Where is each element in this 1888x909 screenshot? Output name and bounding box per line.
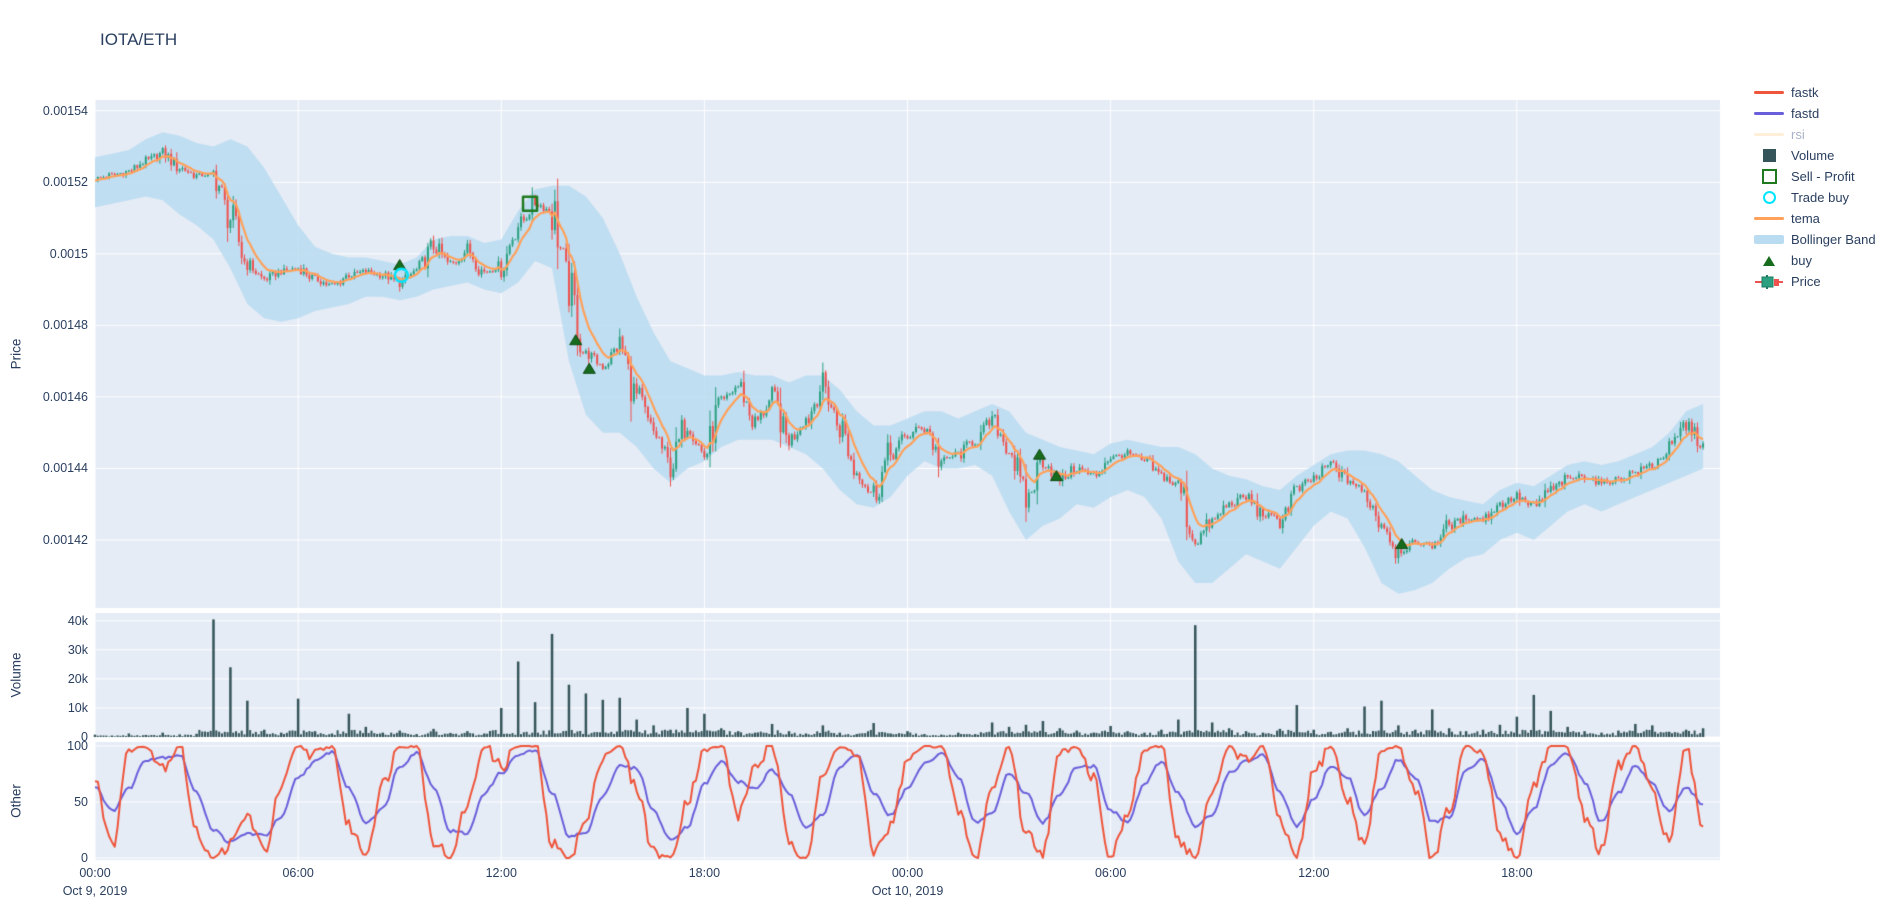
legend-item-fastk[interactable]: fastk	[1753, 82, 1876, 103]
price-tick-label: 0.00154	[42, 103, 88, 118]
price-tick-label: 0.00152	[42, 175, 88, 190]
legend-item-volume[interactable]: Volume	[1753, 145, 1876, 166]
legend-item-label: Volume	[1791, 148, 1835, 163]
x-tick-label: 12:00	[485, 866, 517, 880]
legend-item-bollinger-band[interactable]: Bollinger Band	[1753, 229, 1876, 250]
x-tick-label: 00:00	[891, 866, 924, 880]
band-legend-glyph-icon	[1753, 235, 1785, 244]
ocircle-legend-glyph-icon	[1753, 191, 1785, 204]
legend-item-rsi[interactable]: rsi	[1753, 124, 1876, 145]
legend-item-label: tema	[1791, 211, 1820, 226]
osquare-legend-glyph-icon	[1753, 169, 1785, 184]
other-tick-label: 100	[67, 739, 88, 753]
volume-tick-label: 20k	[67, 671, 88, 686]
legend-item-label: Price	[1791, 274, 1821, 289]
other-tick-label: 0	[81, 851, 88, 865]
x-tick-label: 12:00	[1298, 866, 1330, 880]
price-tick-label: 0.00142	[42, 533, 88, 548]
x-tick-label: 00:00	[79, 866, 111, 880]
legend-item-label: buy	[1791, 253, 1812, 268]
other-axis-title: Other	[8, 784, 24, 818]
x-date-label: Oct 9, 2019	[62, 884, 128, 898]
legend-item-label: fastd	[1791, 106, 1820, 121]
line-legend-glyph-icon	[1753, 133, 1785, 136]
legend-item-label: Bollinger Band	[1791, 232, 1876, 247]
legend-item-label: rsi	[1791, 127, 1805, 142]
price-tick-label: 0.00144	[42, 461, 88, 476]
legend-item-fastd[interactable]: fastd	[1753, 103, 1876, 124]
volume-axis-title: Volume	[8, 652, 24, 698]
candle-legend-glyph-icon	[1753, 274, 1785, 290]
x-tick-label: 18:00	[1501, 866, 1533, 880]
legend-item-label: Sell - Profit	[1791, 169, 1855, 184]
legend-item-tema[interactable]: tema	[1753, 208, 1876, 229]
legend-item-price[interactable]: Price	[1753, 271, 1876, 292]
legend-item-label: Trade buy	[1791, 190, 1850, 205]
x-tick-label: 18:00	[688, 866, 721, 880]
price-tick-label: 0.00148	[42, 318, 88, 333]
legend-item-trade-buy[interactable]: Trade buy	[1753, 187, 1876, 208]
x-date-label: Oct 10, 2019	[871, 884, 944, 898]
volume-tick-label: 10k	[67, 700, 88, 715]
price-tick-label: 0.00146	[42, 389, 88, 404]
triangle-legend-glyph-icon	[1753, 255, 1785, 266]
line-legend-glyph-icon	[1753, 112, 1785, 115]
x-tick-label: 06:00	[1094, 866, 1127, 880]
chart-title: IOTA/ETH	[100, 30, 178, 49]
square-legend-glyph-icon	[1753, 149, 1785, 162]
legend: fastk fastd rsi Volume Sell - Profit Trade bu…	[1753, 82, 1876, 292]
other-tick-label: 50	[74, 795, 88, 809]
line-legend-glyph-icon	[1753, 91, 1785, 94]
x-tick-label: 06:00	[282, 866, 314, 880]
price-tick-label: 0.0015	[49, 246, 88, 261]
volume-tick-label: 30k	[67, 642, 88, 657]
line-legend-glyph-icon	[1753, 217, 1785, 220]
legend-item-label: fastk	[1791, 85, 1819, 100]
volume-tick-label: 0	[81, 730, 88, 744]
legend-item-buy[interactable]: buy	[1753, 250, 1876, 271]
volume-tick-label: 40k	[67, 613, 88, 628]
legend-item-sell-profit[interactable]: Sell - Profit	[1753, 166, 1876, 187]
price-axis-title: Price	[8, 338, 24, 370]
